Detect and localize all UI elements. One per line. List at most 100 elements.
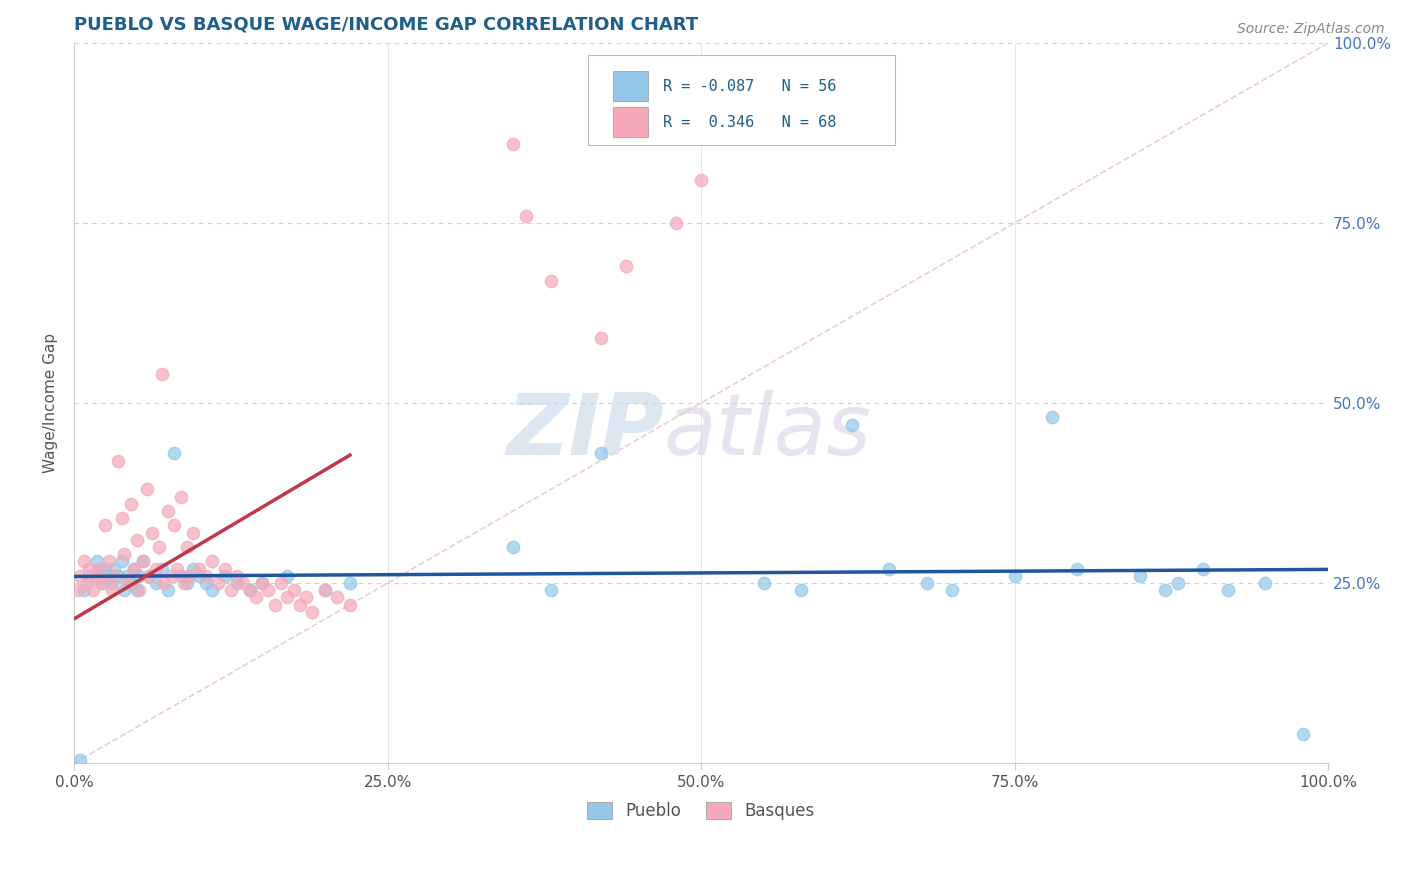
Point — [157, 504, 180, 518]
Text: PUEBLO VS BASQUE WAGE/INCOME GAP CORRELATION CHART: PUEBLO VS BASQUE WAGE/INCOME GAP CORRELA… — [75, 15, 699, 33]
FancyBboxPatch shape — [588, 55, 896, 145]
Point — [94, 562, 117, 576]
Point — [103, 569, 125, 583]
Point — [181, 562, 204, 576]
Point — [257, 583, 280, 598]
Point — [76, 576, 98, 591]
Point — [132, 554, 155, 568]
Point — [173, 576, 195, 591]
Point — [132, 554, 155, 568]
Point — [1167, 576, 1189, 591]
Point — [120, 576, 142, 591]
Point — [73, 554, 96, 568]
Point — [111, 554, 134, 568]
Point — [125, 583, 148, 598]
Point — [502, 540, 524, 554]
Point — [128, 583, 150, 598]
Point — [540, 583, 562, 598]
Point — [69, 752, 91, 766]
Point — [201, 554, 224, 568]
Point — [111, 511, 134, 525]
Point — [239, 583, 262, 598]
Point — [194, 569, 217, 583]
Point — [276, 591, 298, 605]
Point — [1292, 727, 1315, 741]
Point — [148, 540, 170, 554]
Point — [73, 583, 96, 598]
Point — [138, 569, 160, 583]
Point — [103, 562, 125, 576]
Point — [82, 583, 104, 598]
Point — [219, 583, 242, 598]
Point — [135, 483, 157, 497]
Point — [226, 576, 249, 591]
Point — [163, 518, 186, 533]
Point — [250, 576, 273, 591]
Point — [98, 569, 121, 583]
Point — [145, 562, 167, 576]
Point — [915, 576, 938, 591]
Point — [112, 583, 135, 598]
Point — [239, 583, 262, 598]
Point — [665, 216, 688, 230]
Point — [112, 547, 135, 561]
Point — [150, 562, 173, 576]
Point — [188, 569, 211, 583]
Point — [141, 525, 163, 540]
Point — [150, 368, 173, 382]
Point — [301, 605, 323, 619]
Point — [115, 569, 138, 583]
Point — [98, 554, 121, 568]
Point — [107, 569, 129, 583]
Point — [69, 569, 91, 583]
Legend: Pueblo, Basques: Pueblo, Basques — [581, 796, 821, 827]
Point — [339, 598, 361, 612]
Point — [295, 591, 318, 605]
Text: R = -0.087   N = 56: R = -0.087 N = 56 — [664, 78, 837, 94]
Point — [145, 576, 167, 591]
Text: R =  0.346   N = 68: R = 0.346 N = 68 — [664, 114, 837, 129]
Point — [232, 576, 254, 591]
FancyBboxPatch shape — [613, 71, 648, 101]
Point — [181, 525, 204, 540]
Point — [160, 569, 183, 583]
Point — [1129, 569, 1152, 583]
Point — [1191, 562, 1213, 576]
Point — [125, 533, 148, 547]
Point — [128, 569, 150, 583]
Point — [124, 562, 146, 576]
Point — [138, 569, 160, 583]
Point — [245, 591, 267, 605]
Point — [163, 446, 186, 460]
Point — [752, 576, 775, 591]
Point — [89, 562, 111, 576]
Text: atlas: atlas — [664, 391, 872, 474]
Point — [90, 576, 112, 591]
Point — [214, 569, 236, 583]
Point — [100, 576, 122, 591]
Point — [194, 576, 217, 591]
FancyBboxPatch shape — [613, 107, 648, 137]
Point — [1154, 583, 1177, 598]
Point — [107, 453, 129, 467]
Point — [941, 583, 963, 598]
Point — [877, 562, 900, 576]
Point — [153, 576, 176, 591]
Point — [86, 569, 108, 583]
Point — [176, 576, 198, 591]
Point — [120, 497, 142, 511]
Point — [703, 101, 725, 115]
Point — [188, 562, 211, 576]
Point — [89, 562, 111, 576]
Point — [276, 569, 298, 583]
Point — [77, 569, 100, 583]
Point — [201, 583, 224, 598]
Point — [270, 576, 292, 591]
Point — [179, 569, 201, 583]
Point — [207, 576, 229, 591]
Point — [214, 562, 236, 576]
Point — [283, 583, 305, 598]
Point — [314, 583, 336, 598]
Point — [326, 591, 349, 605]
Point — [226, 569, 249, 583]
